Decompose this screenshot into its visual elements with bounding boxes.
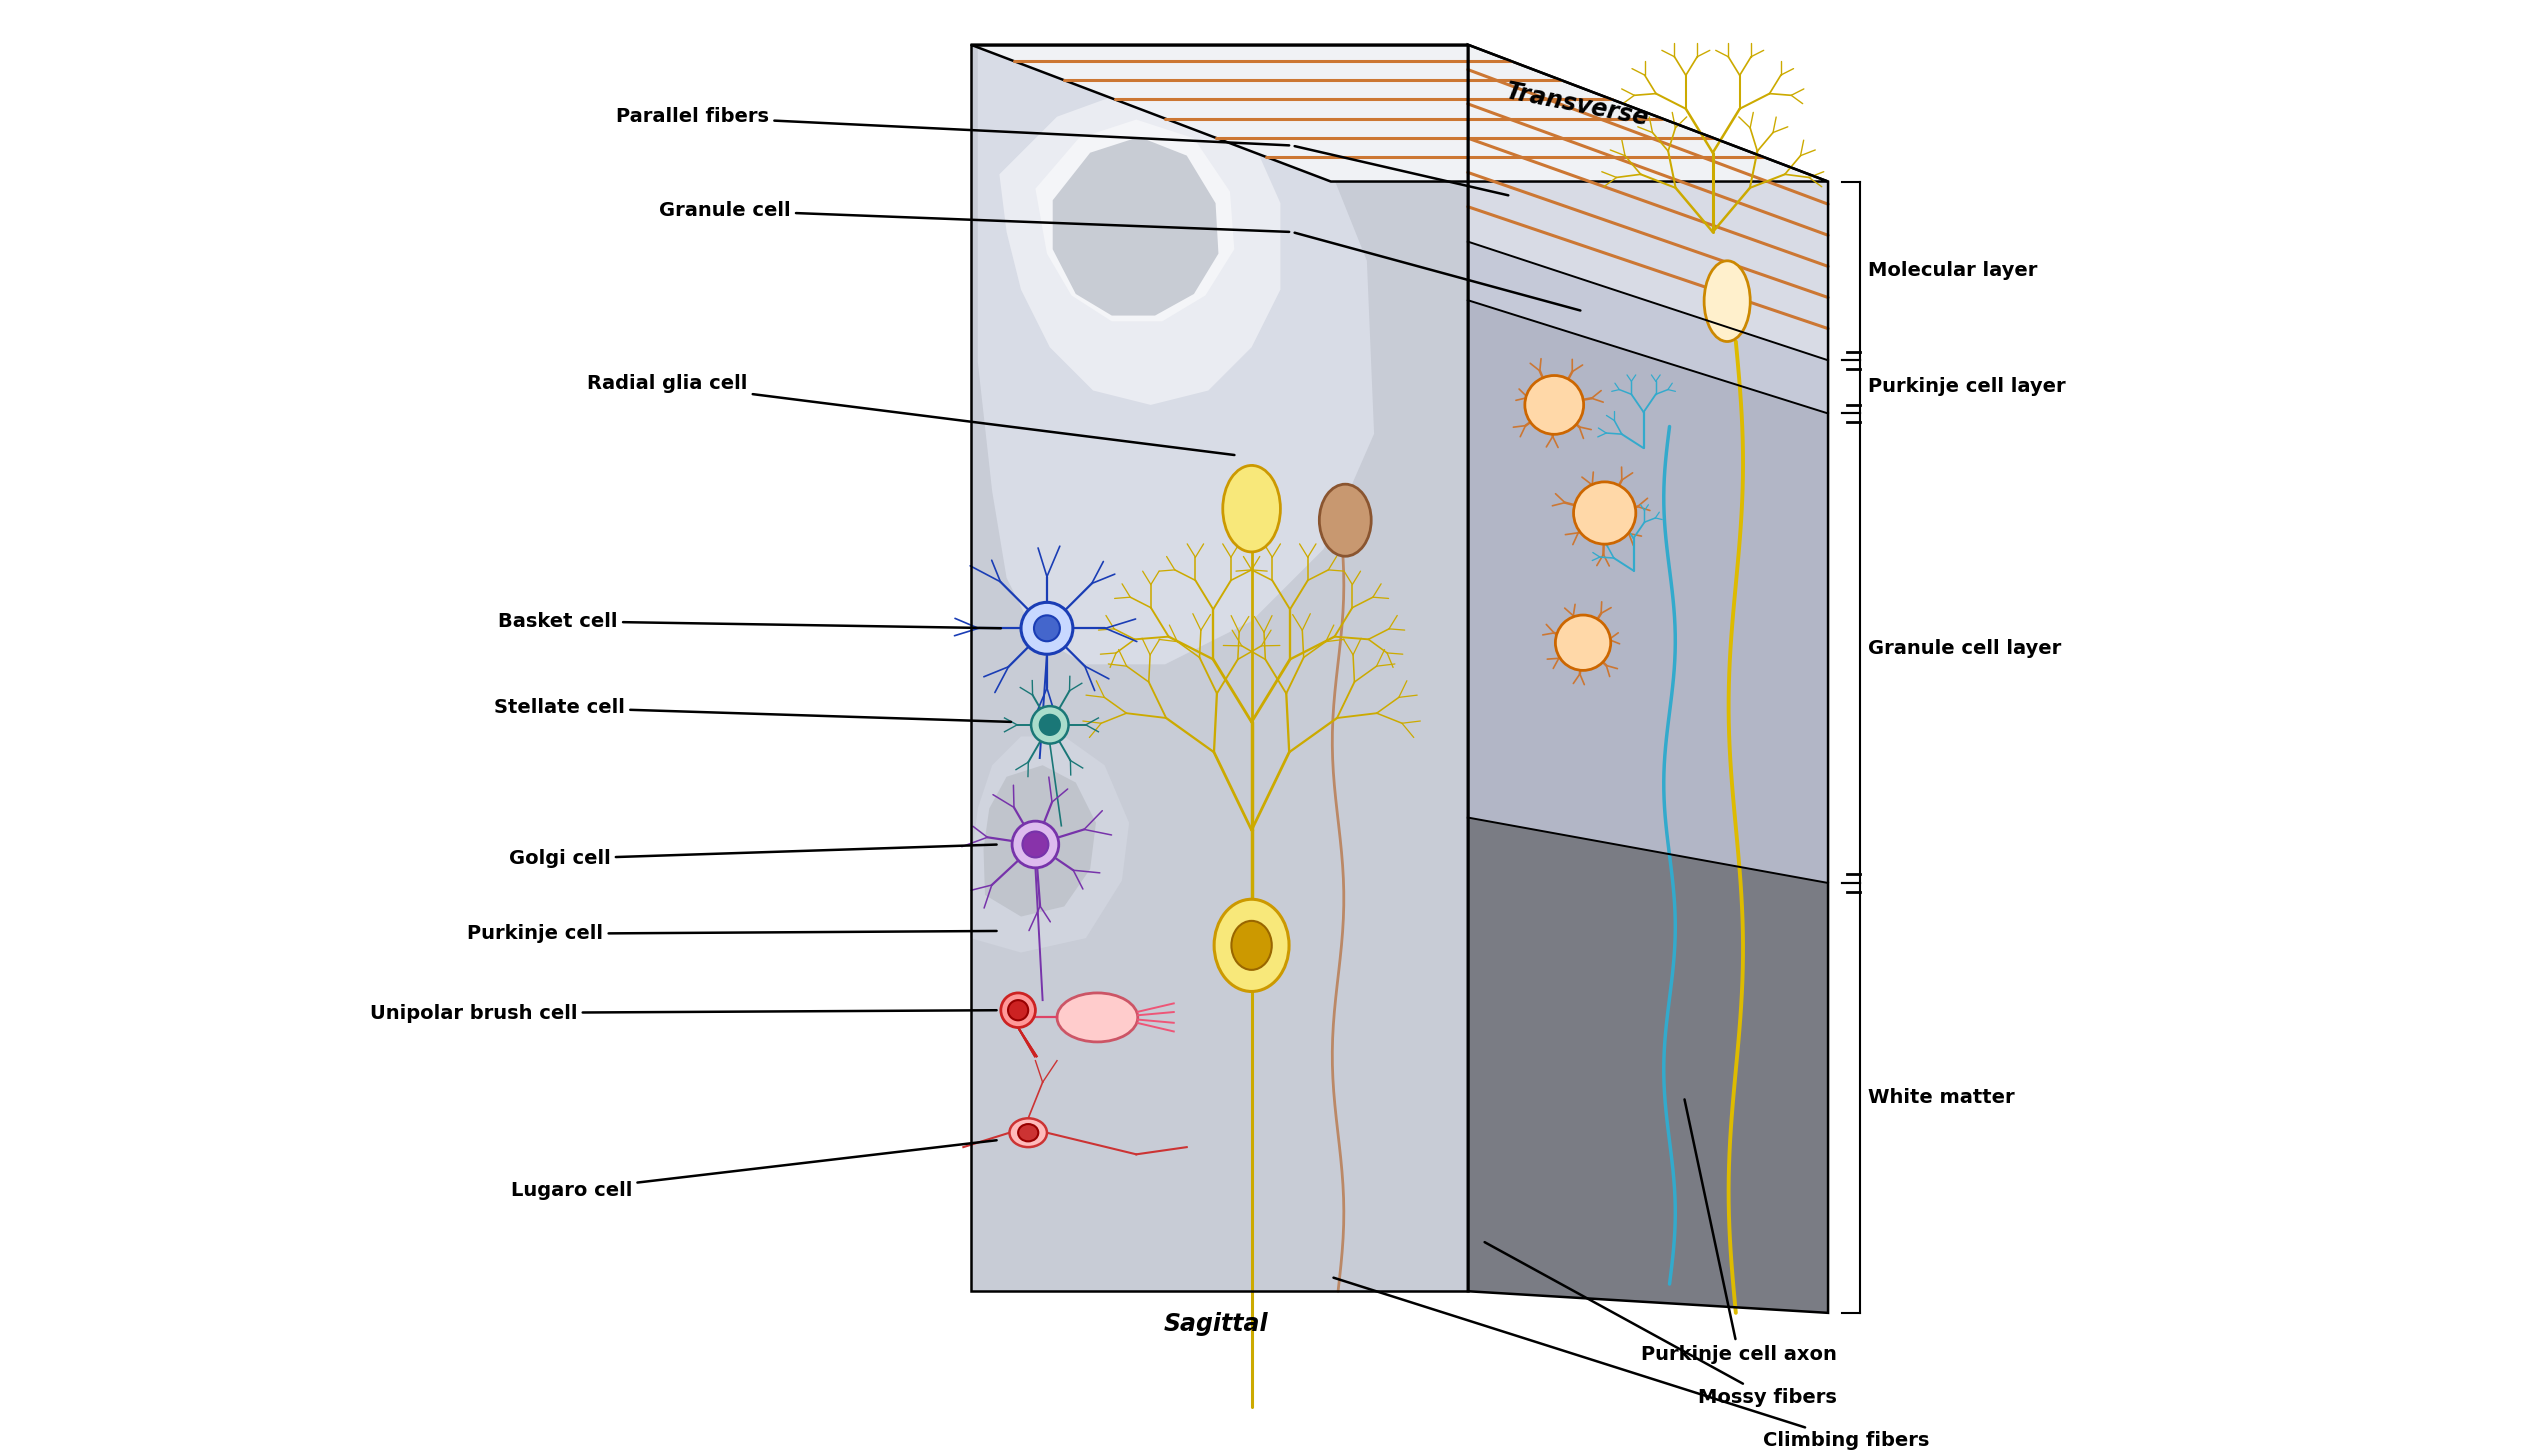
- Ellipse shape: [1555, 615, 1610, 670]
- Text: Purkinje cell: Purkinje cell: [466, 925, 998, 944]
- Ellipse shape: [1056, 993, 1137, 1043]
- Text: Purkinje cell axon: Purkinje cell axon: [1641, 1099, 1836, 1364]
- Ellipse shape: [1031, 707, 1069, 743]
- Ellipse shape: [1041, 715, 1061, 734]
- Polygon shape: [977, 45, 1375, 664]
- Ellipse shape: [1020, 602, 1074, 654]
- Text: Radial glia cell: Radial glia cell: [587, 374, 1236, 455]
- Text: Climbing fibers: Climbing fibers: [1334, 1278, 1929, 1450]
- Text: Mossy fibers: Mossy fibers: [1484, 1242, 1838, 1407]
- Polygon shape: [970, 45, 1828, 182]
- Text: Parallel fibers: Parallel fibers: [615, 108, 1289, 145]
- Text: Granule cell: Granule cell: [658, 201, 1289, 231]
- Text: Stellate cell: Stellate cell: [494, 698, 1010, 721]
- Ellipse shape: [1018, 1124, 1038, 1141]
- Polygon shape: [1000, 87, 1281, 404]
- Ellipse shape: [1008, 1000, 1028, 1021]
- Ellipse shape: [1704, 260, 1750, 342]
- Ellipse shape: [1524, 375, 1582, 435]
- Polygon shape: [982, 765, 1096, 916]
- Ellipse shape: [1215, 899, 1289, 992]
- Ellipse shape: [1033, 615, 1061, 641]
- Ellipse shape: [1223, 465, 1281, 553]
- Text: Lugaro cell: Lugaro cell: [511, 1140, 998, 1200]
- Ellipse shape: [1231, 920, 1271, 970]
- Text: White matter: White matter: [1869, 1089, 2015, 1108]
- Ellipse shape: [1572, 481, 1636, 544]
- Text: Granule cell layer: Granule cell layer: [1869, 638, 2061, 657]
- Ellipse shape: [1319, 484, 1372, 557]
- Text: Purkinje cell layer: Purkinje cell layer: [1869, 378, 2066, 397]
- Text: Basket cell: Basket cell: [499, 612, 1000, 631]
- Polygon shape: [970, 736, 1129, 952]
- Polygon shape: [1469, 45, 1828, 361]
- Text: Sagittal: Sagittal: [1162, 1313, 1269, 1336]
- Polygon shape: [1036, 119, 1233, 321]
- Polygon shape: [1469, 817, 1828, 1313]
- Text: Molecular layer: Molecular layer: [1869, 262, 2038, 281]
- Text: Unipolar brush cell: Unipolar brush cell: [370, 1003, 998, 1022]
- Polygon shape: [1053, 137, 1218, 316]
- Polygon shape: [970, 45, 1469, 1291]
- Text: Transverse: Transverse: [1504, 80, 1651, 131]
- Text: Golgi cell: Golgi cell: [509, 845, 998, 868]
- Ellipse shape: [1010, 1118, 1046, 1147]
- Polygon shape: [1469, 241, 1828, 413]
- Ellipse shape: [1013, 822, 1058, 868]
- Ellipse shape: [1000, 993, 1036, 1028]
- Ellipse shape: [1023, 832, 1048, 858]
- Polygon shape: [1469, 300, 1828, 883]
